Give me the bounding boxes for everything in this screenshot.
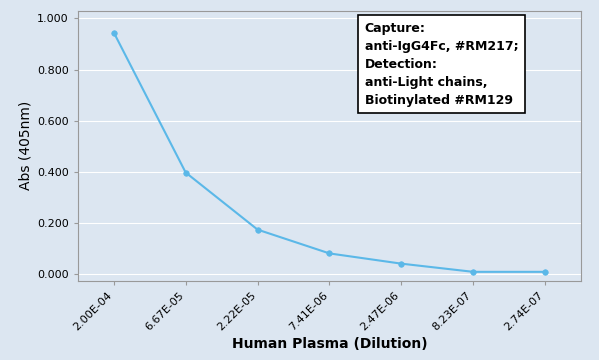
X-axis label: Human Plasma (Dilution): Human Plasma (Dilution) bbox=[232, 337, 427, 351]
Text: Capture:
anti-IgG4Fc, #RM217;
Detection:
anti-Light chains,
Biotinylated #RM129: Capture: anti-IgG4Fc, #RM217; Detection:… bbox=[365, 22, 518, 107]
Y-axis label: Abs (405nm): Abs (405nm) bbox=[19, 101, 33, 190]
